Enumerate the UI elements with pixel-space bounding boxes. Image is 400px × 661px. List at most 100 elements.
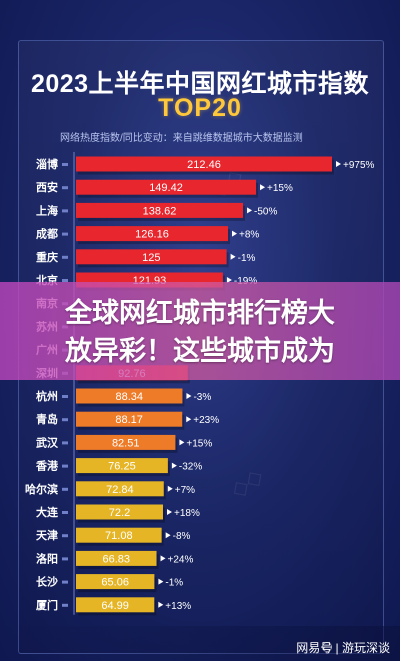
category-label: 哈尔滨 <box>25 482 58 496</box>
label-marker <box>62 603 68 607</box>
label-marker <box>62 209 68 213</box>
change-label: +15% <box>267 183 293 194</box>
category-label: 上海 <box>36 203 58 217</box>
bar <box>76 458 168 474</box>
change-label: -19% <box>234 276 257 287</box>
category-label: 杭州 <box>36 389 58 403</box>
change-label: +15% <box>186 438 212 449</box>
value-label: 88.17 <box>115 414 143 426</box>
value-label: 88.34 <box>115 391 143 403</box>
change-arrow <box>336 161 341 167</box>
bar <box>76 574 155 590</box>
value-label: 66.83 <box>102 553 130 565</box>
change-label: +7% <box>175 485 195 496</box>
value-label: 149.42 <box>149 182 183 194</box>
change-arrow <box>165 532 171 539</box>
category-label: 厦门 <box>36 598 58 612</box>
change-arrow <box>260 184 266 191</box>
label-marker <box>62 487 68 491</box>
change-arrow <box>160 555 166 562</box>
change-arrow <box>179 439 185 446</box>
value-label: 76.25 <box>108 461 136 473</box>
change-arrow <box>226 277 232 283</box>
change-arrow <box>158 578 164 585</box>
bar <box>76 156 332 172</box>
chart-note: 网络热度指数/同比变动：来自跳维数据城市大数据监测 <box>60 133 303 144</box>
label-marker <box>62 464 68 468</box>
headline-banner <box>0 282 400 380</box>
label-marker <box>62 255 68 259</box>
change-arrow <box>247 207 253 214</box>
change-arrow <box>167 485 173 492</box>
value-label: 72.2 <box>109 507 130 519</box>
bar <box>76 411 183 427</box>
category-label: 武汉 <box>36 435 59 449</box>
label-marker <box>62 557 68 561</box>
change-label: +8% <box>239 230 259 241</box>
change-arrow <box>166 509 172 515</box>
change-label: +13% <box>165 601 191 612</box>
change-arrow <box>171 462 177 469</box>
value-label: 72.84 <box>106 484 134 496</box>
label-marker <box>62 232 68 236</box>
chart-subtitle: TOP20 <box>158 94 242 122</box>
value-label: 126.16 <box>135 229 169 241</box>
value-label: 212.46 <box>187 159 221 171</box>
value-label: 138.62 <box>143 205 177 217</box>
category-label: 淄博 <box>36 157 58 171</box>
footer-bar <box>0 626 400 661</box>
bar <box>76 249 227 265</box>
bar <box>76 434 176 450</box>
label-marker <box>62 163 68 166</box>
change-arrow <box>186 393 192 399</box>
change-label: -8% <box>173 531 191 542</box>
change-label: +24% <box>168 554 194 565</box>
change-label: +975% <box>343 160 375 171</box>
category-label: 西安 <box>36 180 58 194</box>
label-marker <box>62 441 68 445</box>
label-marker <box>62 580 68 584</box>
headline-line-2: 放异彩！这些城市成为 <box>65 336 335 366</box>
headline-line-1: 全球网红城市排行榜大 <box>65 298 335 328</box>
category-label: 长沙 <box>36 575 58 589</box>
change-label: +18% <box>174 508 200 519</box>
value-label: 125 <box>142 252 160 264</box>
change-arrow <box>158 601 164 608</box>
change-arrow <box>230 253 236 260</box>
change-label: -3% <box>193 392 211 403</box>
bar <box>76 527 162 543</box>
label-marker <box>62 186 68 190</box>
bar <box>76 226 229 242</box>
bar <box>76 597 155 613</box>
value-label: 71.08 <box>105 530 133 542</box>
label-marker <box>62 511 68 514</box>
change-label: -1% <box>238 253 256 264</box>
category-label: 成都 <box>36 227 58 241</box>
value-label: 64.99 <box>101 600 129 612</box>
category-label: 重庆 <box>36 250 58 264</box>
category-label: 青岛 <box>36 412 58 426</box>
footer-source: 网易号 | 游玩深谈 <box>296 641 390 655</box>
change-label: -32% <box>179 462 202 473</box>
change-label: -50% <box>254 206 277 217</box>
change-label: +23% <box>193 415 219 426</box>
change-arrow <box>232 230 238 237</box>
label-marker <box>62 418 68 422</box>
change-label: -1% <box>165 578 183 589</box>
label-marker <box>62 279 68 282</box>
bar <box>76 550 157 566</box>
label-marker <box>62 534 68 538</box>
value-label: 65.06 <box>101 577 129 589</box>
category-label: 天津 <box>36 528 58 542</box>
label-marker <box>62 395 68 398</box>
chart-title: 2023上半年中国网红城市指数 <box>30 70 370 98</box>
bar <box>76 388 183 404</box>
value-label: 82.51 <box>112 437 140 449</box>
category-label: 香港 <box>35 459 59 473</box>
category-label: 洛阳 <box>36 551 58 565</box>
bar <box>76 202 244 218</box>
bar <box>76 504 163 520</box>
bar <box>76 179 257 195</box>
change-arrow <box>186 416 192 423</box>
